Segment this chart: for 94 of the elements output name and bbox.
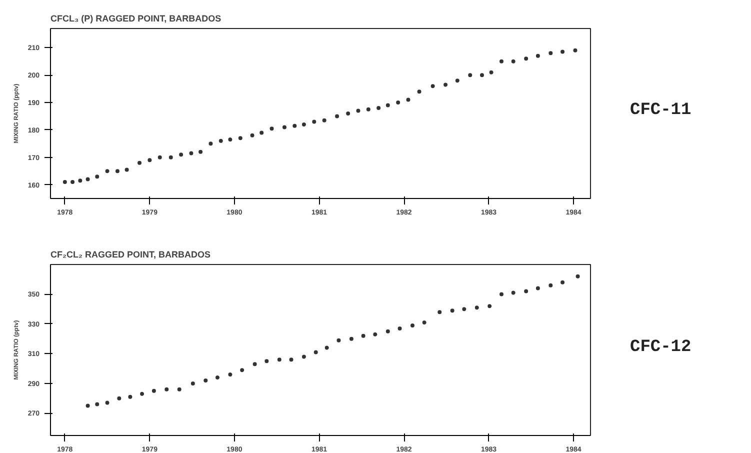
point [366, 107, 370, 112]
point [70, 180, 75, 184]
point [462, 307, 466, 312]
point [455, 78, 460, 83]
point [277, 358, 282, 362]
point [62, 180, 67, 184]
point [312, 120, 316, 124]
point [386, 329, 390, 334]
point [282, 125, 286, 130]
point [216, 376, 220, 380]
point [422, 320, 426, 324]
point [117, 396, 122, 400]
point [410, 323, 414, 328]
point [468, 73, 472, 78]
point [349, 336, 354, 341]
point [536, 54, 540, 58]
point [499, 59, 504, 64]
point [576, 274, 580, 278]
point [406, 98, 410, 102]
point [252, 362, 257, 366]
point [548, 283, 553, 288]
point [164, 387, 169, 392]
point [438, 310, 442, 314]
point [480, 73, 484, 78]
point [302, 354, 306, 359]
point [511, 290, 516, 295]
point [190, 381, 195, 386]
point [208, 142, 213, 146]
text: CFC-11 [630, 100, 692, 122]
point [524, 289, 528, 294]
point [240, 368, 244, 372]
point [228, 372, 232, 377]
point [302, 122, 306, 126]
point [189, 151, 194, 156]
point [260, 130, 264, 135]
point [322, 118, 326, 122]
point [548, 51, 553, 56]
point [474, 306, 479, 310]
point [228, 138, 232, 142]
point [314, 350, 318, 354]
point [168, 155, 173, 160]
point [289, 358, 294, 362]
point [373, 332, 378, 336]
point [264, 359, 269, 364]
point [511, 59, 516, 64]
point [292, 124, 297, 128]
point [86, 177, 90, 182]
point [396, 100, 400, 105]
point [152, 388, 156, 393]
point [336, 338, 341, 342]
point [386, 103, 390, 108]
point [250, 133, 254, 138]
point [218, 138, 223, 143]
point [115, 169, 120, 174]
point [128, 394, 132, 399]
point [124, 168, 129, 172]
point [444, 82, 448, 87]
point [499, 292, 504, 296]
point [324, 346, 329, 350]
text: CFC-12 [630, 337, 692, 359]
point [488, 304, 492, 308]
point [524, 56, 528, 61]
point [361, 334, 366, 338]
point [573, 48, 578, 52]
chart-title: CF₂CL₂ RAGGED POINT, BARBADOS [50, 250, 211, 260]
point [560, 280, 565, 284]
point [177, 387, 182, 392]
point [450, 308, 454, 313]
point [270, 126, 274, 131]
point [489, 70, 494, 74]
point [376, 106, 381, 110]
point [346, 112, 350, 116]
point [238, 136, 242, 140]
point [105, 169, 110, 174]
point [204, 378, 208, 382]
point [148, 158, 152, 162]
point [430, 84, 435, 88]
point [138, 160, 142, 165]
point [536, 286, 540, 290]
point [95, 174, 100, 179]
point [179, 152, 184, 157]
point [398, 326, 402, 330]
point [335, 114, 340, 118]
point [198, 150, 203, 154]
point [356, 108, 360, 113]
point [417, 90, 422, 94]
point [86, 404, 90, 408]
point [95, 402, 100, 406]
chart-title: CFCL₃ (P) RAGGED POINT, BARBADOS [50, 14, 222, 24]
point [78, 178, 82, 183]
point [140, 392, 144, 396]
point [158, 155, 162, 160]
point [105, 400, 110, 405]
point [560, 50, 565, 54]
